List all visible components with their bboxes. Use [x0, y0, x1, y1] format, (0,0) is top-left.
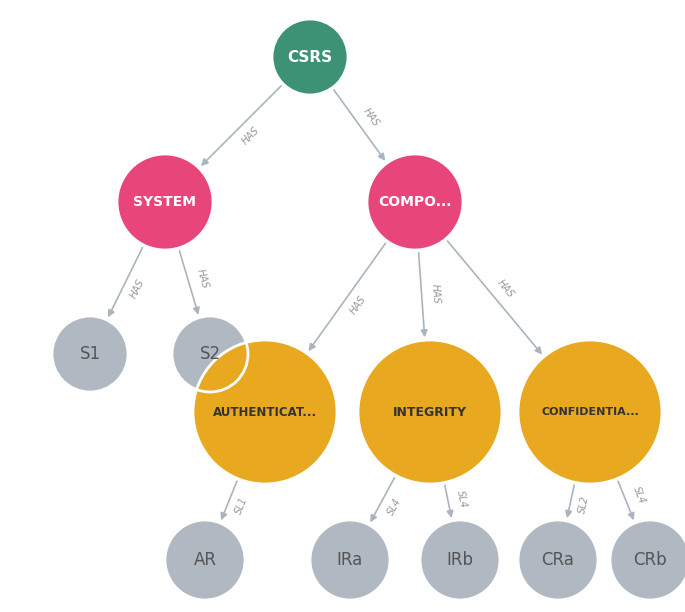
Text: CRa: CRa	[542, 551, 575, 569]
Circle shape	[117, 154, 213, 250]
Text: SL4: SL4	[631, 485, 647, 506]
Text: HAS: HAS	[430, 283, 441, 305]
Text: HAS: HAS	[195, 267, 210, 290]
Text: HAS: HAS	[240, 125, 262, 146]
Text: AR: AR	[193, 551, 216, 569]
Text: CONFIDENTIA...: CONFIDENTIA...	[541, 407, 639, 417]
Text: CSRS: CSRS	[288, 50, 332, 64]
Circle shape	[272, 19, 348, 95]
Circle shape	[52, 316, 128, 392]
Text: HAS: HAS	[361, 106, 381, 129]
Text: SL2: SL2	[577, 495, 591, 515]
Text: SL4: SL4	[386, 496, 403, 517]
Text: AUTHENTICAT...: AUTHENTICAT...	[213, 406, 317, 419]
Text: HAS: HAS	[349, 294, 369, 316]
Circle shape	[165, 520, 245, 600]
Circle shape	[358, 340, 502, 484]
Circle shape	[518, 340, 662, 484]
Text: SYSTEM: SYSTEM	[134, 195, 197, 209]
Text: IRb: IRb	[447, 551, 473, 569]
Text: INTEGRITY: INTEGRITY	[393, 406, 467, 419]
Circle shape	[193, 340, 337, 484]
Text: S1: S1	[79, 345, 101, 363]
Circle shape	[420, 520, 500, 600]
Circle shape	[610, 520, 685, 600]
Text: COMPO...: COMPO...	[378, 195, 451, 209]
Text: IRa: IRa	[337, 551, 363, 569]
Circle shape	[518, 520, 598, 600]
Text: HAS: HAS	[129, 277, 147, 300]
Text: CRb: CRb	[633, 551, 667, 569]
Text: SL4: SL4	[456, 489, 469, 509]
Text: SL1: SL1	[234, 496, 250, 517]
Text: HAS: HAS	[495, 278, 516, 300]
Circle shape	[172, 316, 248, 392]
Circle shape	[367, 154, 463, 250]
Text: S2: S2	[199, 345, 221, 363]
Circle shape	[310, 520, 390, 600]
